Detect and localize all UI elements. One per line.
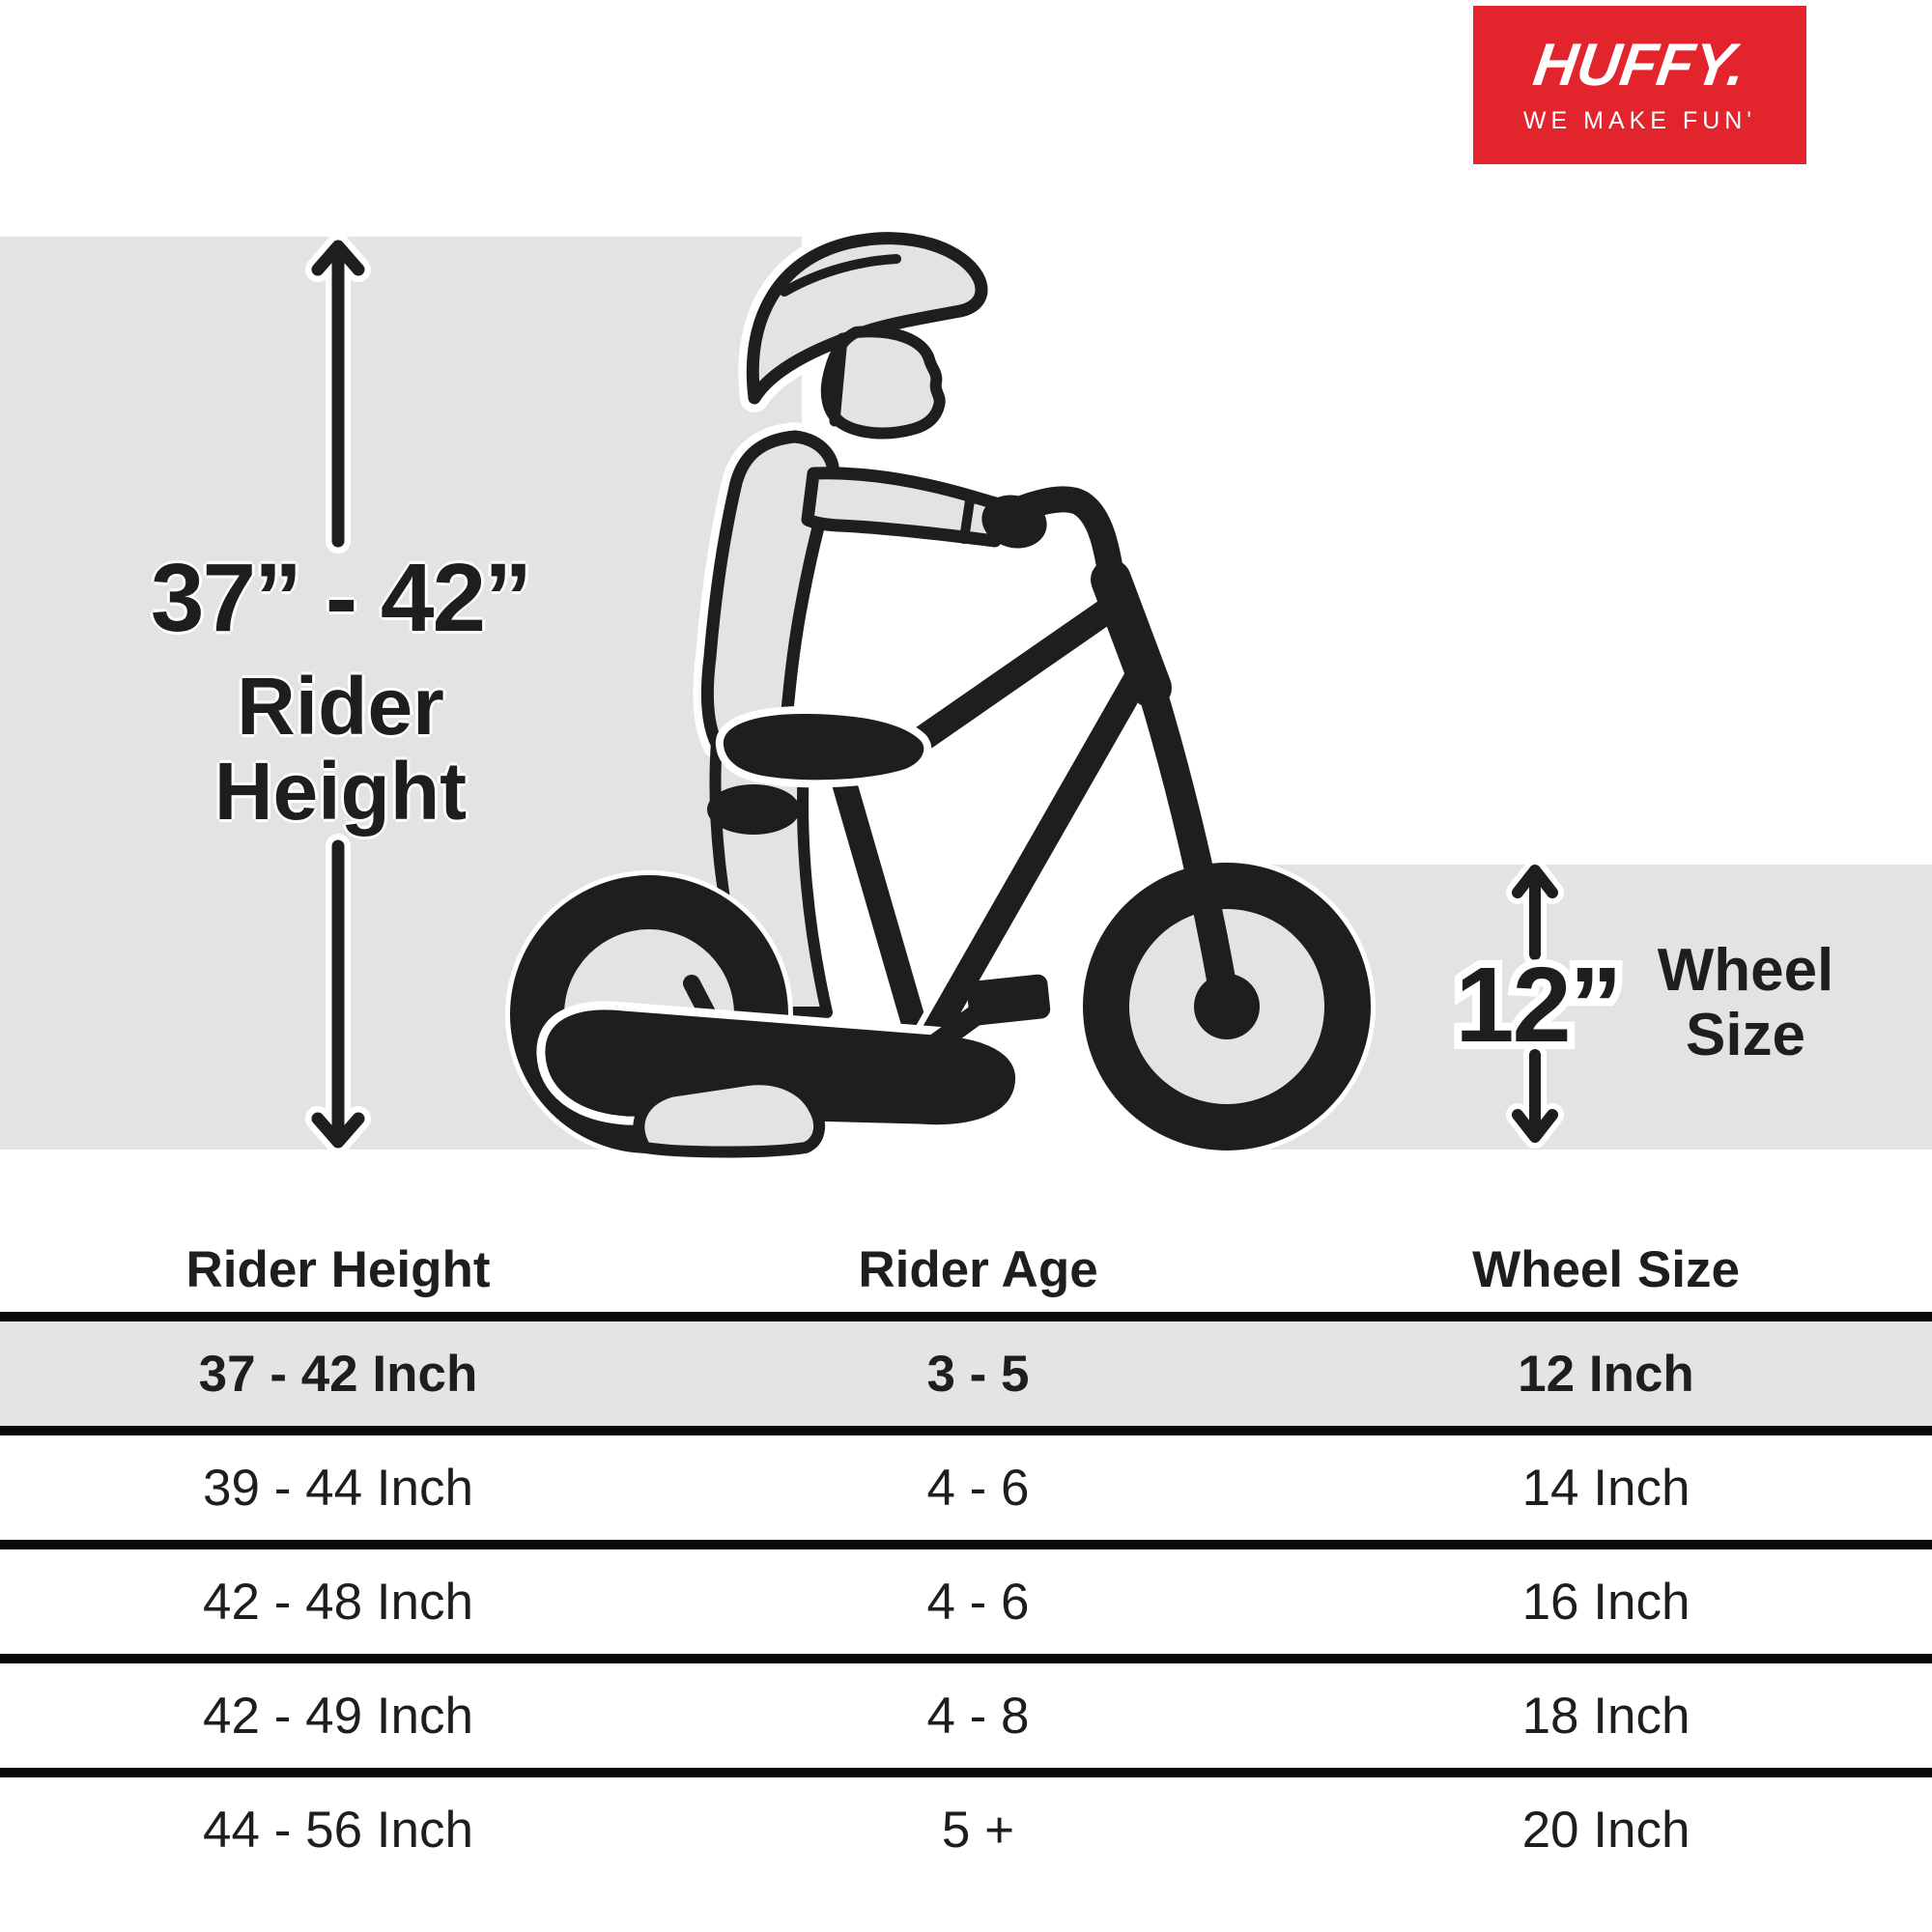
cell-rider-age: 4 - 6 <box>926 1459 1030 1517</box>
table-row: 42 - 49 Inch 4 - 8 18 Inch <box>0 1663 1932 1768</box>
cell-wheel-size: 12 Inch <box>1518 1345 1694 1403</box>
cell-rider-height: 42 - 49 Inch <box>203 1687 473 1745</box>
wheel-size-label: Wheel Size <box>1605 937 1886 1068</box>
rider-height-arrow <box>305 234 371 1154</box>
table-row: 44 - 56 Inch 5 + 20 Inch <box>0 1777 1932 1882</box>
table-divider <box>0 1654 1932 1663</box>
header-rider-height: Rider Height <box>185 1240 491 1298</box>
child-arm <box>801 467 1047 549</box>
cell-wheel-size: 18 Inch <box>1521 1687 1690 1745</box>
wheel-size-label-line1: Wheel <box>1657 937 1834 1004</box>
child-silhouette <box>693 223 996 1018</box>
cell-rider-height: 39 - 44 Inch <box>203 1459 473 1517</box>
header-rider-age: Rider Age <box>858 1240 1098 1298</box>
cell-rider-age: 4 - 6 <box>926 1573 1030 1631</box>
table-row: 37 - 42 Inch 3 - 5 12 Inch <box>0 1321 1932 1426</box>
wheel-size-arrow <box>1506 859 1564 1149</box>
huffy-logo-text: HUFFY. <box>1529 31 1750 99</box>
size-table: Rider Height Rider Age Wheel Size 37 - 4… <box>0 1227 1932 1882</box>
table-header-row: Rider Height Rider Age Wheel Size <box>0 1227 1932 1312</box>
cell-wheel-size: 20 Inch <box>1521 1801 1690 1859</box>
header-wheel-size: Wheel Size <box>1472 1240 1740 1298</box>
table-divider <box>0 1540 1932 1549</box>
table-row: 42 - 48 Inch 4 - 6 16 Inch <box>0 1549 1932 1654</box>
cell-wheel-size: 14 Inch <box>1521 1459 1690 1517</box>
table-divider <box>0 1312 1932 1321</box>
bike-silhouette <box>505 479 1376 1158</box>
table-row: 39 - 44 Inch 4 - 6 14 Inch <box>0 1435 1932 1540</box>
cell-rider-age: 4 - 8 <box>926 1687 1030 1745</box>
wheel-size-label-line2: Size <box>1685 1001 1806 1068</box>
huffy-tagline: WE MAKE FUN' <box>1522 106 1757 134</box>
cell-rider-age: 3 - 5 <box>926 1345 1030 1403</box>
rider-height-callout: 37” - 42” Rider Height <box>68 543 613 834</box>
rider-height-label-line1: Rider <box>237 661 444 752</box>
table-divider <box>0 1768 1932 1777</box>
cell-rider-height: 44 - 56 Inch <box>203 1801 473 1859</box>
table-divider <box>0 1426 1932 1435</box>
cell-rider-height: 37 - 42 Inch <box>198 1345 478 1403</box>
cell-rider-age: 5 + <box>941 1801 1015 1859</box>
rider-height-label-line2: Height <box>213 746 468 838</box>
child-shoe <box>633 1073 826 1158</box>
rider-height-value: 37” - 42” <box>150 544 532 652</box>
huffy-logo: HUFFY. WE MAKE FUN' <box>1473 6 1806 164</box>
table-body: 37 - 42 Inch 3 - 5 12 Inch 39 - 44 Inch … <box>0 1312 1932 1882</box>
cell-wheel-size: 16 Inch <box>1521 1573 1690 1631</box>
wheel-size-value: 12” <box>1455 946 1620 1065</box>
cell-rider-height: 42 - 48 Inch <box>203 1573 473 1631</box>
